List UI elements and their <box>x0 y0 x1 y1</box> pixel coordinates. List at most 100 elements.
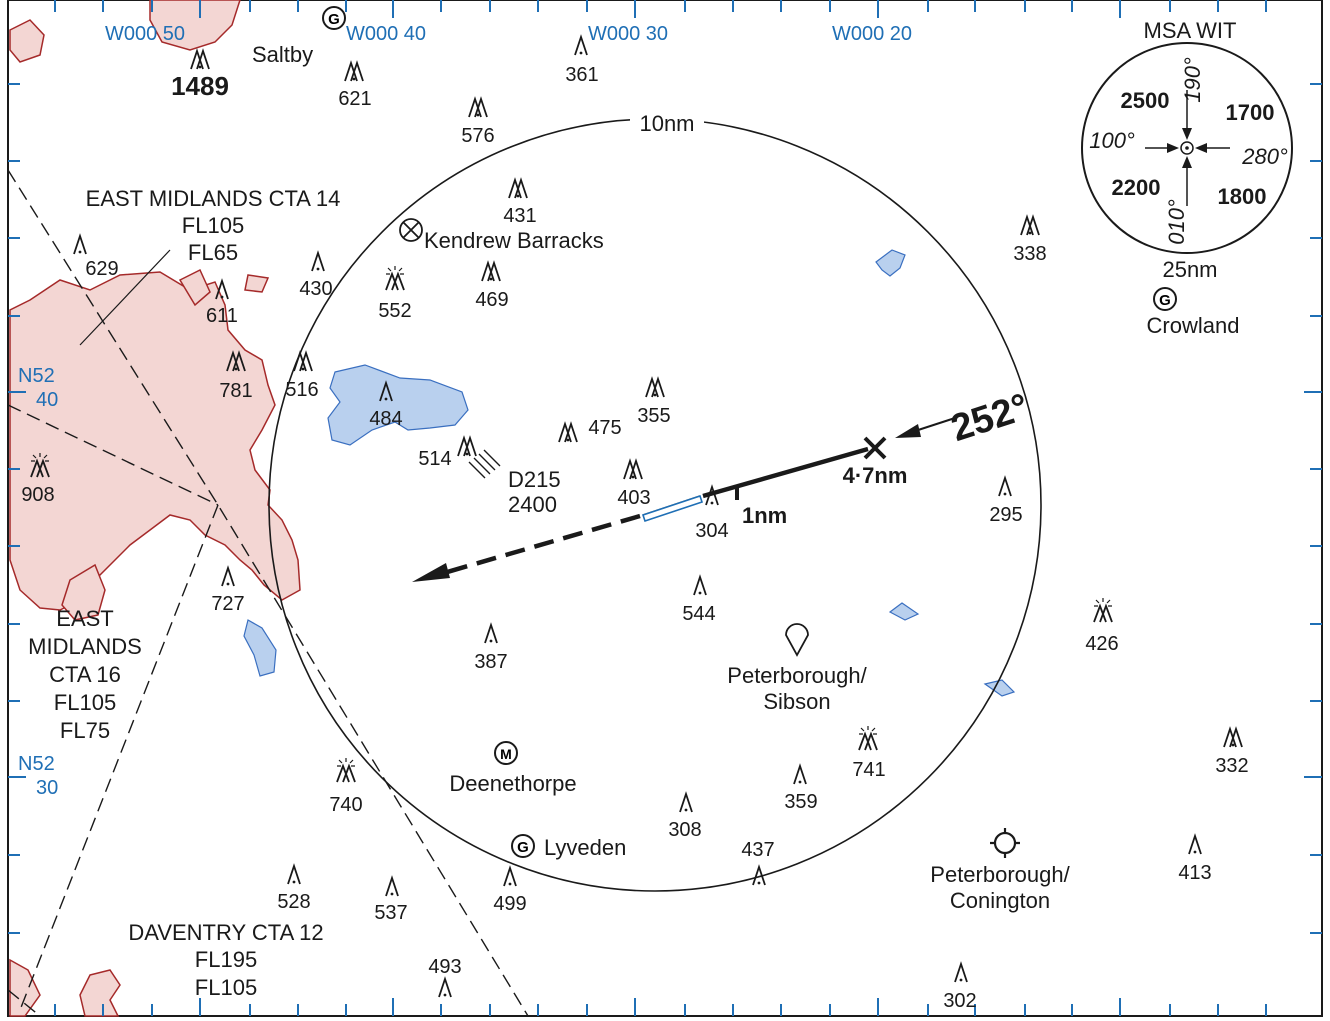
airspace-cta12-upper: FL195 <box>195 947 257 972</box>
msa-sector-nw: 2500 <box>1121 88 1170 113</box>
glider-site-letter: G <box>517 839 529 856</box>
obstacle: 781 <box>219 352 253 402</box>
deenethorpe-microlight-site: M <box>494 741 518 765</box>
saltby-glider-site: G <box>322 6 346 30</box>
airspace-cta12-name: DAVENTRY CTA 12 <box>128 920 323 945</box>
latitude-label-40-min: 40 <box>36 389 58 411</box>
obstacle-height: 302 <box>943 990 976 1012</box>
obstacle-height: 338 <box>1013 243 1046 265</box>
danger-area-height: 2400 <box>508 492 557 517</box>
latitude-label-40-deg: N52 <box>18 365 55 387</box>
obstacle-height: 576 <box>461 125 494 147</box>
obstacle: 484 <box>369 382 403 430</box>
track-arrowhead <box>412 563 450 582</box>
danger-area-hatch <box>468 449 501 479</box>
msa-bearing-north: 190° <box>1180 57 1205 103</box>
obstacle-height: 426 <box>1085 633 1118 655</box>
obstacle: 304 <box>695 486 729 542</box>
obstacle: 475 <box>558 417 622 443</box>
grid-ticks <box>8 0 1322 1016</box>
obstacle-height: 469 <box>475 289 508 311</box>
final-approach-line <box>702 446 869 499</box>
obstacle: 308 <box>668 793 702 841</box>
obstacle: 430 <box>299 252 333 300</box>
parachute-site-icon <box>785 623 809 657</box>
microlight-site-icon <box>494 741 518 765</box>
obstacle: 611 <box>206 280 238 327</box>
airspace-boundaries <box>7 169 529 1017</box>
range-ring-label: 10nm <box>639 111 694 136</box>
obstacle-height: 437 <box>741 839 774 861</box>
airspace-label-leader <box>79 249 171 346</box>
spot-height: 1489 <box>171 71 229 101</box>
msa-bearing-south: 010° <box>1164 199 1189 245</box>
airspace-cta14-lower: FL65 <box>188 240 238 265</box>
longitude-label-w50: W000 50 <box>105 23 185 45</box>
obstacle-height: 295 <box>989 504 1022 526</box>
distance-1nm: 1nm <box>742 503 787 528</box>
range-ring-label-bg <box>630 110 704 136</box>
obstacle-height: 514 <box>418 448 451 470</box>
obstacle: 361 <box>565 36 599 86</box>
latitude-label-30-min: 30 <box>36 777 58 799</box>
obstacle-height: 359 <box>784 791 817 813</box>
obstacle: 493 <box>428 956 462 998</box>
msa-radius: 25nm <box>1162 257 1217 282</box>
airspace-cta14-upper: FL105 <box>182 213 244 238</box>
obstacle: 469 <box>475 262 509 311</box>
glider-site-icon <box>322 6 346 30</box>
obstacle-height: 403 <box>617 487 650 509</box>
place-lyveden: Lyveden <box>544 835 626 860</box>
obstacle-height: 355 <box>637 405 670 427</box>
obstacle-height: 493 <box>428 956 461 978</box>
obstacle-height: 727 <box>211 593 244 615</box>
obstacle: 544 <box>682 576 716 625</box>
place-kendrew-barracks: Kendrew Barracks <box>424 228 604 253</box>
airspace-cta16-line2: MIDLANDS <box>28 634 142 659</box>
obstacle-height: 544 <box>682 603 715 625</box>
longitude-label-w20: W000 20 <box>832 23 912 45</box>
final-approach-fix-icon <box>863 436 887 460</box>
place-saltby: Saltby <box>252 42 313 67</box>
obstacle-height: 537 <box>374 902 407 924</box>
obstacle: 302 <box>943 963 977 1012</box>
obstacle-height: 499 <box>493 893 526 915</box>
obstacle: 499 <box>493 867 527 915</box>
place-sibson-line2: Sibson <box>763 689 830 714</box>
airspace-cta16-upper: FL105 <box>54 690 116 715</box>
obstacle: 908 <box>21 452 55 506</box>
obstacle-height: 308 <box>668 819 701 841</box>
obstacle-height: 332 <box>1215 755 1248 777</box>
obstacle-height: 528 <box>277 891 310 913</box>
obstacle: 387 <box>474 624 508 673</box>
obstacle: 740 <box>329 757 363 816</box>
obstacle: 426 <box>1085 597 1119 655</box>
obstacle: 413 <box>1178 835 1212 884</box>
obstacle: 727 <box>211 567 245 615</box>
obstacle-height: 621 <box>338 88 371 110</box>
airspace-cta16-line3: CTA 16 <box>49 662 121 687</box>
obstacle: 338 <box>1013 216 1047 265</box>
msa-diagram <box>1081 42 1293 254</box>
crowland-glider-site: G <box>1153 287 1177 311</box>
obstacle: 295 <box>989 477 1023 526</box>
longitude-label-w30: W000 30 <box>588 23 668 45</box>
missed-approach-dashed <box>429 513 641 580</box>
place-sibson-line1: Peterborough/ <box>727 663 867 688</box>
airspace-cta16-line1: EAST <box>56 606 113 631</box>
obstacle: 332 <box>1215 728 1249 777</box>
lyveden-glider-site: G <box>511 834 535 858</box>
kendrew-barracks <box>399 218 423 242</box>
latitude-label-30-deg: N52 <box>18 753 55 775</box>
glider-site-letter: G <box>1159 292 1171 309</box>
obstacle: 431 <box>503 179 537 227</box>
obstacle-height: 740 <box>329 794 362 816</box>
obstacle: 528 <box>277 865 311 913</box>
obstacle: 516 <box>285 352 319 401</box>
inbound-arrowhead <box>895 424 921 438</box>
obstacle-height: 552 <box>378 300 411 322</box>
obstacle: 355 <box>637 378 671 427</box>
water-features <box>243 249 1016 697</box>
msa-bearing-west: 100° <box>1089 128 1135 153</box>
